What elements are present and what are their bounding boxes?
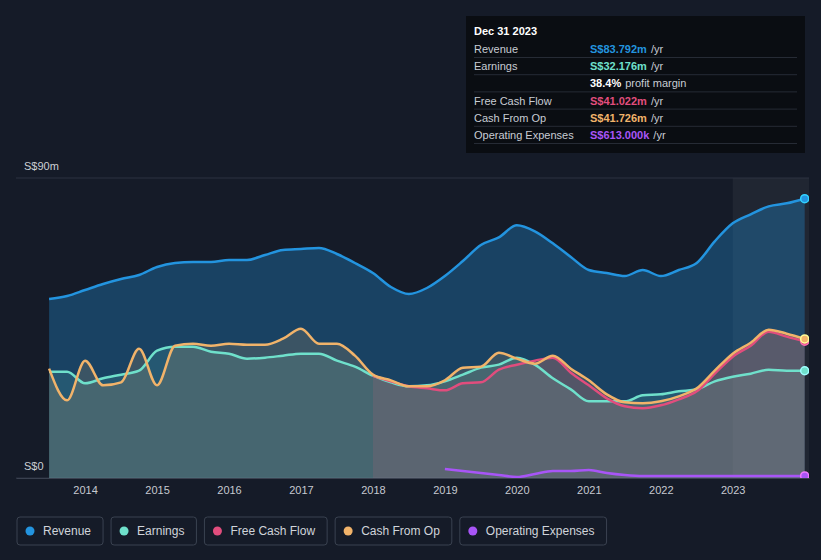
tooltip: Dec 31 2023 Revenue S$83.792m/yr Earnings S$…	[466, 16, 805, 153]
legend-label[interactable]: Cash From Op	[361, 524, 440, 538]
tooltip-label: Revenue	[474, 43, 518, 55]
tooltip-unit: profit margin	[625, 77, 686, 89]
end-dot	[801, 367, 809, 375]
tooltip-separator	[474, 57, 797, 58]
series-area	[49, 199, 805, 478]
tooltip-separator	[474, 143, 797, 144]
x-tick: 2014	[73, 478, 97, 496]
legend-label[interactable]: Operating Expenses	[486, 524, 595, 538]
x-axis-line	[17, 478, 810, 479]
legend-swatch[interactable]	[468, 527, 477, 536]
legend-item[interactable]: Cash From Op	[335, 517, 452, 545]
x-tick: 2021	[577, 478, 601, 496]
tooltip-label: Operating Expenses	[474, 129, 574, 141]
x-tick-label: 2018	[361, 484, 385, 496]
tooltip-separator	[474, 126, 797, 127]
x-tick: 2020	[505, 478, 529, 496]
tooltip-value: S$41.726m	[590, 112, 647, 124]
legend-item[interactable]: Earnings	[111, 517, 196, 545]
series-line	[445, 469, 805, 477]
x-tick-label: 2023	[721, 484, 745, 496]
tooltip-unit: /yr	[653, 129, 666, 141]
legend-box[interactable]	[335, 517, 452, 545]
legend-swatch[interactable]	[26, 527, 35, 536]
x-tick-label: 2016	[217, 484, 241, 496]
tooltip-unit: /yr	[651, 60, 664, 72]
tooltip-value: S$83.792m	[590, 43, 647, 55]
tooltip-separator	[474, 74, 797, 75]
tooltip-separator	[474, 109, 797, 110]
legend-box[interactable]	[17, 517, 103, 545]
tooltip-box	[466, 16, 805, 153]
x-tick: 2018	[361, 478, 385, 496]
legend: Revenue Earnings Free Cash Flow Cash From O…	[17, 517, 607, 545]
series-line	[373, 332, 805, 409]
tooltip-unit: /yr	[651, 112, 664, 124]
legend-label[interactable]: Revenue	[43, 524, 91, 538]
tooltip-value: 38.4%	[590, 77, 621, 89]
x-tick: 2017	[289, 478, 313, 496]
legend-swatch[interactable]	[213, 527, 222, 536]
series-line	[49, 329, 805, 404]
legend-label[interactable]: Earnings	[137, 524, 184, 538]
legend-box[interactable]	[111, 517, 196, 545]
x-tick-label: 2017	[289, 484, 313, 496]
x-tick-label: 2014	[73, 484, 97, 496]
x-tick-label: 2019	[433, 484, 457, 496]
legend-swatch[interactable]	[344, 527, 353, 536]
legend-box[interactable]	[204, 517, 327, 545]
chart-svg: S$0 S$90m 2014 2015 2016 2017 2018 2019 2020 2021…	[0, 0, 821, 560]
tooltip-value: S$41.022m	[590, 95, 647, 107]
y-tick-label: S$0	[24, 460, 44, 472]
tooltip-date: Dec 31 2023	[474, 25, 537, 37]
x-tick-label: 2021	[577, 484, 601, 496]
legend-item[interactable]: Free Cash Flow	[204, 517, 327, 545]
tooltip-label: Earnings	[474, 60, 518, 72]
x-tick: 2023	[721, 478, 745, 496]
tooltip-value: S$32.176m	[590, 60, 647, 72]
y-tick-label: S$90m	[24, 160, 59, 172]
end-dot	[801, 335, 809, 343]
grid-line	[16, 178, 809, 179]
y-axis: S$0 S$90m	[16, 160, 809, 478]
x-tick: 2016	[217, 478, 241, 496]
x-tick: 2019	[433, 478, 457, 496]
end-dot	[801, 472, 809, 478]
tooltip-unit: /yr	[651, 95, 664, 107]
series-area	[49, 329, 805, 478]
chart-container: S$0 S$90m 2014 2015 2016 2017 2018 2019 2020 2021…	[0, 0, 821, 560]
legend-swatch[interactable]	[120, 527, 129, 536]
end-dot	[801, 195, 809, 203]
plot-area	[49, 195, 809, 478]
tooltip-label: Free Cash Flow	[474, 95, 552, 107]
legend-box[interactable]	[460, 517, 607, 545]
x-tick: 2015	[145, 478, 169, 496]
background	[0, 0, 821, 560]
tooltip-separator	[474, 91, 797, 92]
legend-label[interactable]: Free Cash Flow	[230, 524, 315, 538]
tooltip-unit: /yr	[651, 43, 664, 55]
x-tick: 2022	[649, 478, 673, 496]
tooltip-label: Cash From Op	[474, 112, 546, 124]
x-axis: 2014 2015 2016 2017 2018 2019 2020 2021 2022 2023	[17, 478, 810, 496]
series-line	[49, 199, 805, 299]
legend-item[interactable]: Revenue	[17, 517, 103, 545]
legend-item[interactable]: Operating Expenses	[460, 517, 607, 545]
x-tick-label: 2020	[505, 484, 529, 496]
tooltip-value: S$613.000k	[590, 129, 650, 141]
x-tick-label: 2015	[145, 484, 169, 496]
x-tick-label: 2022	[649, 484, 673, 496]
